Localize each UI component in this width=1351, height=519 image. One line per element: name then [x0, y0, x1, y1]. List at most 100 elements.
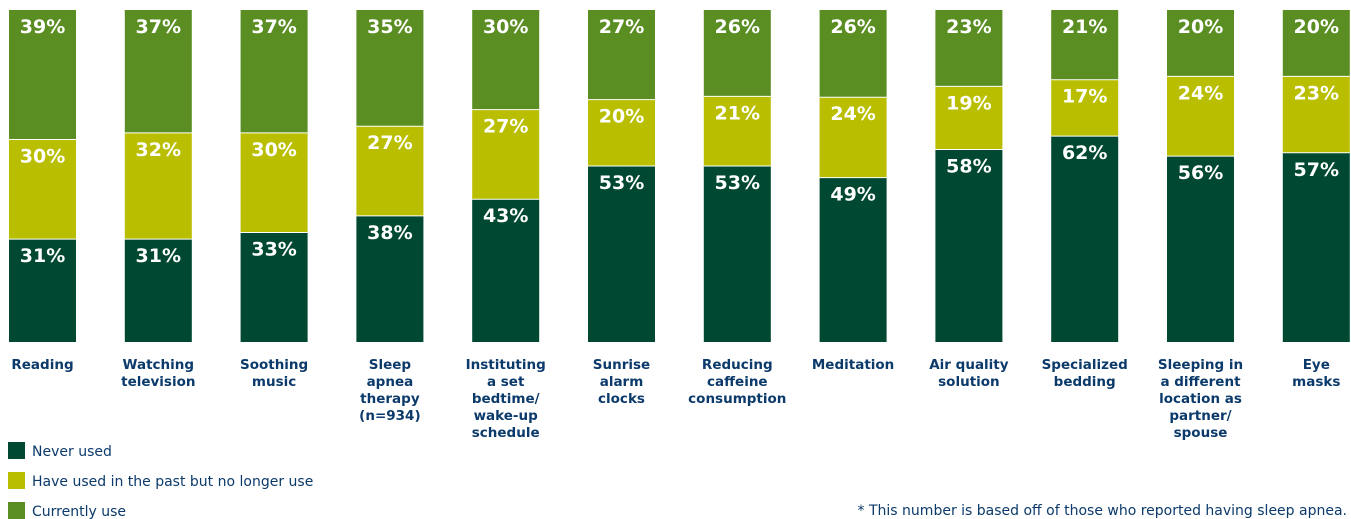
- bar-segment-never-used-7: [819, 177, 887, 342]
- category-label: Reading: [11, 357, 73, 373]
- data-label: 23%: [946, 16, 991, 38]
- bar-segment-have-used-in-the-past-but-no-longer-use-2: [240, 132, 308, 233]
- bar-segment-have-used-in-the-past-but-no-longer-use-1: [124, 132, 192, 240]
- bar-segment-currently-use-5: [588, 10, 655, 100]
- category-label-line: partner/: [1169, 408, 1231, 424]
- bar-segment-never-used-0: [9, 239, 76, 342]
- category-label-line: Specialized: [1042, 357, 1128, 373]
- data-label: 17%: [1062, 86, 1107, 108]
- legend-label: Currently use: [32, 504, 126, 519]
- bar-segment-currently-use-2: [240, 10, 308, 133]
- bar-segment-have-used-in-the-past-but-no-longer-use-8: [935, 86, 1003, 150]
- bar-segment-never-used-9: [1051, 136, 1119, 342]
- category-label: Instituting a set bedtime/wake-up schedule: [466, 357, 546, 441]
- bar-segment-never-used-1: [124, 239, 192, 342]
- bar-segment-have-used-in-the-past-but-no-longer-use-6: [703, 96, 771, 167]
- category-label: Sleeping in a different location as partner…: [1158, 357, 1243, 441]
- bar-segment-currently-use-10: [1167, 10, 1234, 77]
- data-label: 39%: [20, 16, 65, 38]
- data-label: 27%: [483, 116, 528, 138]
- legend-swatch: [8, 472, 25, 489]
- category-label-line: consumption: [688, 391, 786, 407]
- legend-swatch: [8, 442, 25, 459]
- data-label: 24%: [830, 103, 875, 125]
- data-label: 37%: [136, 16, 181, 38]
- data-label: 57%: [1294, 159, 1339, 181]
- bar-segment-have-used-in-the-past-but-no-longer-use-11: [1282, 76, 1350, 153]
- bar-segment-have-used-in-the-past-but-no-longer-use-3: [356, 126, 424, 216]
- category-label-line: wake-up: [474, 408, 539, 424]
- bar-segment-have-used-in-the-past-but-no-longer-use-7: [819, 97, 887, 178]
- bar-segment-never-used-10: [1167, 156, 1234, 342]
- category-label-line: caffeine: [707, 374, 768, 390]
- category-label-line: Sleeping in: [1158, 357, 1243, 373]
- bar-segment-have-used-in-the-past-but-no-longer-use-4: [472, 109, 540, 200]
- data-label: 32%: [136, 139, 181, 161]
- bar-segment-have-used-in-the-past-but-no-longer-use-10: [1167, 76, 1234, 157]
- bar-segment-currently-use-4: [472, 10, 540, 110]
- bars-group: 31% 30% 39% 31% 32% 37% 33% 30% 37% 38% 27% 35% 43% 2…: [9, 10, 1350, 342]
- category-label-line: therapy: [360, 391, 420, 407]
- data-label: 27%: [599, 16, 644, 38]
- category-label-line: alarm: [600, 374, 644, 390]
- bar-segment-never-used-6: [703, 166, 771, 342]
- category-label-line: Watching: [123, 357, 195, 373]
- data-label: 33%: [251, 238, 296, 260]
- category-label-line: Air quality: [929, 357, 1009, 373]
- data-label: 49%: [830, 184, 875, 206]
- category-label-line: (n=934): [359, 408, 420, 424]
- category-label-line: Meditation: [812, 357, 894, 373]
- data-label: 27%: [367, 132, 412, 154]
- legend: Never used Have used in the past but no l…: [8, 442, 313, 519]
- data-label: 58%: [946, 155, 991, 177]
- category-label-line: apnea: [367, 374, 414, 390]
- footnote: * This number is based off of those who …: [858, 503, 1347, 519]
- data-label: 24%: [1178, 82, 1223, 104]
- data-label: 19%: [946, 92, 991, 114]
- data-label: 31%: [136, 245, 181, 267]
- bar-segment-never-used-5: [588, 166, 655, 342]
- category-label-line: Eye: [1303, 357, 1330, 373]
- legend-swatch: [8, 502, 25, 519]
- data-label: 21%: [1062, 16, 1107, 38]
- bar-segment-currently-use-9: [1051, 10, 1119, 80]
- bar-segment-have-used-in-the-past-but-no-longer-use-0: [9, 139, 76, 240]
- category-label-line: Instituting: [466, 357, 546, 373]
- data-label: 23%: [1294, 82, 1339, 104]
- data-label: 56%: [1178, 162, 1223, 184]
- category-label-line: bedding: [1054, 374, 1116, 390]
- category-label: Eye masks: [1292, 357, 1340, 390]
- legend-label: Never used: [32, 444, 112, 460]
- data-label: 37%: [251, 16, 296, 38]
- category-label-line: a different: [1160, 374, 1241, 390]
- bar-segment-currently-use-0: [9, 10, 76, 140]
- category-label-line: location as: [1159, 391, 1242, 407]
- bar-segment-currently-use-8: [935, 10, 1003, 87]
- data-label: 20%: [1294, 16, 1339, 38]
- category-label: Meditation: [812, 357, 894, 373]
- data-label: 43%: [483, 205, 528, 227]
- bar-segment-currently-use-11: [1282, 10, 1350, 77]
- category-label: Reducing caffeine consumption: [688, 357, 786, 407]
- bar-segment-never-used-11: [1282, 152, 1350, 342]
- bar-segment-currently-use-1: [124, 10, 192, 133]
- data-label: 26%: [715, 16, 760, 38]
- bar-segment-have-used-in-the-past-but-no-longer-use-5: [588, 99, 655, 167]
- data-label: 20%: [599, 106, 644, 128]
- category-label-line: a set: [487, 374, 525, 390]
- category-label-line: Sunrise: [593, 357, 650, 373]
- category-label-line: spouse: [1174, 425, 1228, 441]
- category-labels: Reading Watching television Soothing music Sl…: [11, 357, 1340, 441]
- category-label-line: Sleep: [369, 357, 412, 373]
- category-label: Specialized bedding: [1042, 357, 1128, 390]
- bar-segment-never-used-4: [472, 199, 540, 342]
- data-label: 53%: [599, 172, 644, 194]
- category-label: Sunrise alarm clocks: [593, 357, 650, 407]
- category-label: Watching television: [121, 357, 195, 390]
- bar-segment-never-used-8: [935, 149, 1003, 342]
- data-label: 30%: [20, 145, 65, 167]
- category-label: Sleep apnea therapy (n=934): [359, 357, 420, 424]
- category-label-line: bedtime/: [472, 391, 540, 407]
- category-label: Air quality solution: [929, 357, 1009, 390]
- bar-segment-have-used-in-the-past-but-no-longer-use-9: [1051, 79, 1119, 137]
